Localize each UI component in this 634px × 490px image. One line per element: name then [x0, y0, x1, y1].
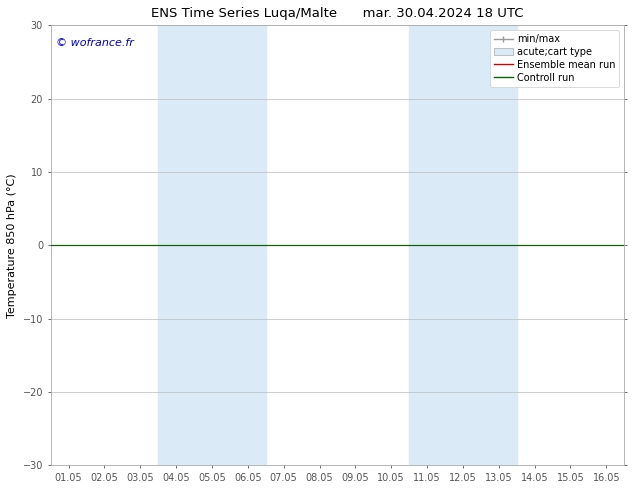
- Y-axis label: Temperature 850 hPa (°C): Temperature 850 hPa (°C): [7, 173, 17, 318]
- Text: © wofrance.fr: © wofrance.fr: [56, 39, 134, 49]
- Title: ENS Time Series Luqa/Malte      mar. 30.04.2024 18 UTC: ENS Time Series Luqa/Malte mar. 30.04.20…: [151, 7, 524, 20]
- Legend: min/max, acute;cart type, Ensemble mean run, Controll run: min/max, acute;cart type, Ensemble mean …: [490, 30, 619, 87]
- Bar: [158, 25, 266, 466]
- Bar: [409, 25, 517, 466]
